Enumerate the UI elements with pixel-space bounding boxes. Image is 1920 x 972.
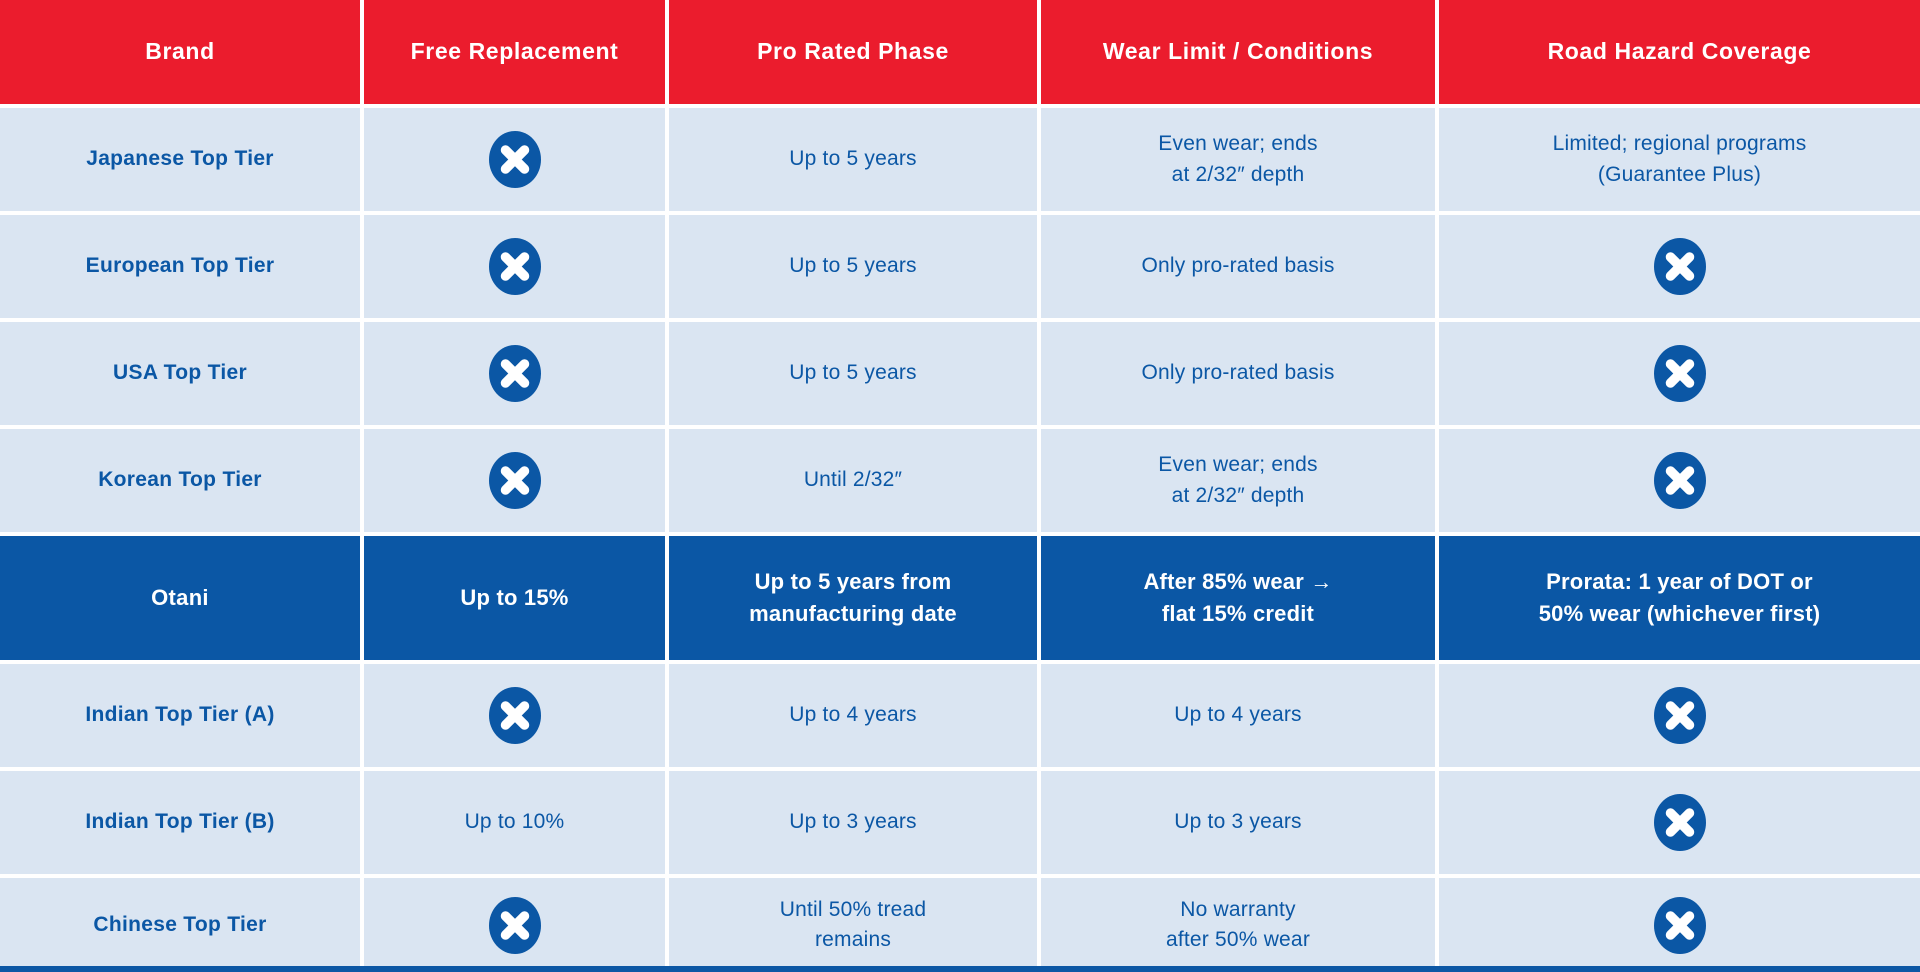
cell-road-hazard	[1439, 322, 1920, 425]
cell-free-replacement	[364, 322, 665, 425]
cross-icon	[488, 238, 541, 295]
cross-icon	[1653, 687, 1706, 744]
cell-wear-limit: No warranty after 50% wear	[1041, 878, 1435, 972]
column-header-free-replacement: Free Replacement	[364, 0, 665, 104]
cell-free-replacement	[364, 878, 665, 972]
cross-icon	[488, 452, 541, 509]
bottom-accent-bar	[0, 966, 1920, 972]
cross-icon	[488, 131, 541, 188]
cell-free-replacement: Up to 10%	[364, 771, 665, 874]
cell-pro-rated-phase: Up to 5 years	[669, 108, 1037, 211]
column-header-road-hazard: Road Hazard Coverage	[1439, 0, 1920, 104]
cross-icon	[488, 345, 541, 402]
column-header-wear-limit: Wear Limit / Conditions	[1041, 0, 1435, 104]
cell-road-hazard: Prorata: 1 year of DOT or 50% wear (whic…	[1439, 536, 1920, 660]
cross-icon	[1653, 794, 1706, 851]
cell-pro-rated-phase: Up to 4 years	[669, 664, 1037, 767]
cell-pro-rated-phase: Up to 5 years from manufacturing date	[669, 536, 1037, 660]
cross-icon	[1653, 896, 1706, 954]
cell-brand: Japanese Top Tier	[0, 108, 360, 211]
cross-icon	[1653, 345, 1706, 402]
cell-brand: Chinese Top Tier	[0, 878, 360, 972]
cross-icon	[488, 896, 541, 954]
cell-road-hazard	[1439, 771, 1920, 874]
cell-brand: European Top Tier	[0, 215, 360, 318]
cell-brand: Indian Top Tier (B)	[0, 771, 360, 874]
column-header-brand: Brand	[0, 0, 360, 104]
cell-road-hazard	[1439, 664, 1920, 767]
cell-wear-limit: Only pro-rated basis	[1041, 215, 1435, 318]
column-header-pro-rated-phase: Pro Rated Phase	[669, 0, 1037, 104]
cell-brand: USA Top Tier	[0, 322, 360, 425]
cell-wear-limit: Up to 4 years	[1041, 664, 1435, 767]
cell-free-replacement: Up to 15%	[364, 536, 665, 660]
cell-brand: Indian Top Tier (A)	[0, 664, 360, 767]
cell-road-hazard	[1439, 429, 1920, 532]
cell-pro-rated-phase: Up to 5 years	[669, 322, 1037, 425]
cell-pro-rated-phase: Until 50% tread remains	[669, 878, 1037, 972]
cell-wear-limit: After 85% wear → flat 15% credit	[1041, 536, 1435, 660]
cell-brand: Korean Top Tier	[0, 429, 360, 532]
cell-road-hazard	[1439, 215, 1920, 318]
cell-wear-limit: Even wear; ends at 2/32″ depth	[1041, 108, 1435, 211]
cell-pro-rated-phase: Up to 5 years	[669, 215, 1037, 318]
cross-icon	[1653, 452, 1706, 509]
cell-free-replacement	[364, 664, 665, 767]
cell-road-hazard	[1439, 878, 1920, 972]
cell-wear-limit: Even wear; ends at 2/32″ depth	[1041, 429, 1435, 532]
cell-free-replacement	[364, 429, 665, 532]
cell-free-replacement	[364, 108, 665, 211]
cell-free-replacement	[364, 215, 665, 318]
cross-icon	[488, 687, 541, 744]
cross-icon	[1653, 238, 1706, 295]
cell-pro-rated-phase: Up to 3 years	[669, 771, 1037, 874]
cell-road-hazard: Limited; regional programs (Guarantee Pl…	[1439, 108, 1920, 211]
cell-wear-limit: Up to 3 years	[1041, 771, 1435, 874]
cell-wear-limit: Only pro-rated basis	[1041, 322, 1435, 425]
cell-pro-rated-phase: Until 2/32″	[669, 429, 1037, 532]
cell-brand: Otani	[0, 536, 360, 660]
